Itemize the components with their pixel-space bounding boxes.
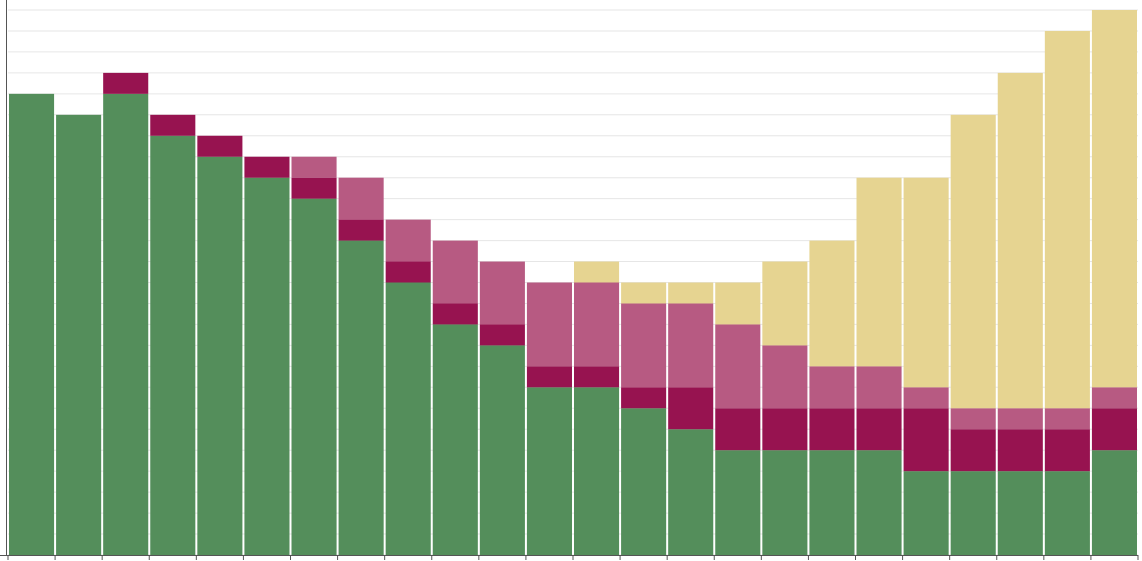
bar-segment-16-series-3 [715, 324, 761, 409]
bar-segment-24-series-1 [1091, 450, 1137, 555]
bar-segment-19-series-3 [856, 366, 902, 409]
bar-segment-8-series-1 [338, 240, 384, 556]
bar-segment-19-series-1 [856, 450, 902, 555]
bar-segment-14-series-4 [621, 282, 667, 304]
bar-segment-7-series-1 [291, 198, 337, 555]
bar-segment-16-series-2 [715, 408, 761, 451]
bar-segment-18-series-2 [809, 408, 855, 451]
bar-segment-6-series-1 [244, 177, 290, 555]
bar-segment-19-series-2 [856, 408, 902, 451]
bar-segment-11-series-2 [479, 324, 525, 346]
bar-segment-13-series-2 [574, 366, 620, 388]
bar-segment-11-series-3 [479, 261, 525, 325]
bar-segment-24-series-3 [1091, 387, 1137, 409]
bar-segment-17-series-1 [762, 450, 808, 555]
bar-segment-7-series-2 [291, 177, 337, 199]
bar-segment-21-series-4 [950, 114, 996, 409]
bar-segment-11-series-1 [479, 345, 525, 555]
bar-segment-15-series-3 [668, 303, 714, 388]
bar-segment-22-series-1 [997, 471, 1043, 555]
bar-segment-23-series-2 [1044, 429, 1090, 472]
bars [9, 10, 1137, 556]
bar-segment-10-series-2 [432, 303, 478, 325]
bar-segment-15-series-4 [668, 282, 714, 304]
bar-segment-8-series-3 [338, 177, 384, 220]
bar-segment-4-series-1 [150, 135, 196, 555]
bar-segment-18-series-3 [809, 366, 855, 409]
bar-segment-18-series-1 [809, 450, 855, 555]
bar-segment-21-series-2 [950, 429, 996, 472]
bar-segment-6-series-2 [244, 156, 290, 178]
gridlines [8, 9, 1138, 556]
bar-segment-17-series-4 [762, 261, 808, 346]
bar-segment-19-series-4 [856, 177, 902, 367]
bar-segment-16-series-1 [715, 450, 761, 555]
bar-segment-3-series-1 [103, 93, 149, 555]
bar-segment-13-series-3 [574, 282, 620, 367]
bar-segment-23-series-4 [1044, 30, 1090, 409]
bar-segment-14-series-3 [621, 303, 667, 388]
bar-segment-20-series-3 [903, 387, 949, 409]
bar-segment-5-series-1 [197, 156, 243, 555]
bar-segment-20-series-1 [903, 471, 949, 555]
bar-segment-1-series-1 [9, 93, 55, 555]
bar-segment-7-series-3 [291, 156, 337, 178]
bar-segment-12-series-3 [526, 282, 572, 367]
bar-segment-15-series-2 [668, 387, 714, 430]
bar-segment-20-series-4 [903, 177, 949, 388]
bar-segment-14-series-2 [621, 387, 667, 409]
bar-segment-23-series-3 [1044, 408, 1090, 430]
bar-segment-22-series-3 [997, 408, 1043, 430]
bar-segment-5-series-2 [197, 135, 243, 157]
bar-segment-8-series-2 [338, 219, 384, 241]
bar-segment-17-series-3 [762, 345, 808, 409]
bar-segment-12-series-1 [526, 387, 572, 555]
bar-segment-24-series-4 [1091, 10, 1137, 388]
bar-segment-16-series-4 [715, 282, 761, 325]
bar-segment-22-series-2 [997, 429, 1043, 472]
bar-segment-12-series-2 [526, 366, 572, 388]
bar-segment-13-series-4 [574, 261, 620, 283]
bar-segment-17-series-2 [762, 408, 808, 451]
bar-segment-23-series-1 [1044, 471, 1090, 555]
bar-segment-9-series-2 [385, 261, 431, 283]
bar-segment-20-series-2 [903, 408, 949, 472]
bar-segment-10-series-1 [432, 324, 478, 555]
bar-segment-13-series-1 [574, 387, 620, 555]
bar-segment-9-series-1 [385, 282, 431, 555]
bar-segment-14-series-1 [621, 408, 667, 555]
bar-segment-9-series-3 [385, 219, 431, 262]
bar-segment-21-series-1 [950, 471, 996, 555]
bar-segment-24-series-2 [1091, 408, 1137, 451]
bar-segment-15-series-1 [668, 429, 714, 555]
bar-segment-4-series-2 [150, 114, 196, 136]
bar-segment-3-series-2 [103, 72, 149, 94]
bar-segment-22-series-4 [997, 72, 1043, 409]
bar-segment-21-series-3 [950, 408, 996, 430]
bar-segment-10-series-3 [432, 240, 478, 304]
bar-segment-18-series-4 [809, 240, 855, 367]
bar-segment-2-series-1 [56, 114, 102, 556]
